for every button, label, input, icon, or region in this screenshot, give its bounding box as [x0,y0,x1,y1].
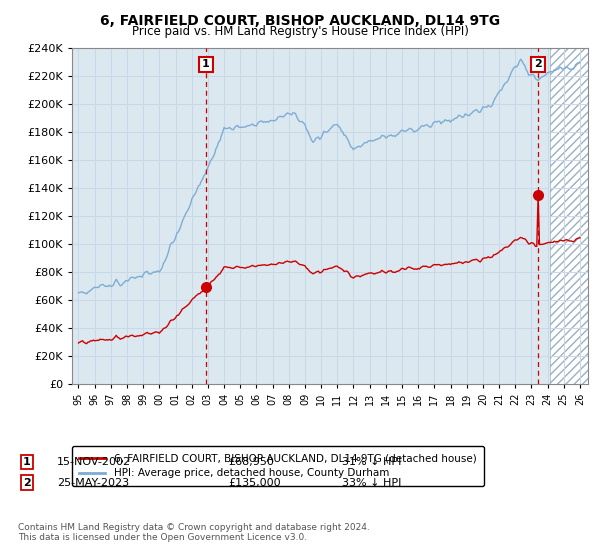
Text: 31% ↓ HPI: 31% ↓ HPI [342,457,401,467]
Text: 1: 1 [23,457,31,467]
Legend: 6, FAIRFIELD COURT, BISHOP AUCKLAND, DL14 9TG (detached house), HPI: Average pri: 6, FAIRFIELD COURT, BISHOP AUCKLAND, DL1… [72,446,484,486]
Text: This data is licensed under the Open Government Licence v3.0.: This data is licensed under the Open Gov… [18,533,307,542]
Text: £68,950: £68,950 [228,457,274,467]
Text: 15-NOV-2002: 15-NOV-2002 [57,457,131,467]
Text: 25-MAY-2023: 25-MAY-2023 [57,478,129,488]
Text: 2: 2 [534,59,542,69]
Text: 1: 1 [202,59,210,69]
Bar [550,48,593,384]
Text: Contains HM Land Registry data © Crown copyright and database right 2024.: Contains HM Land Registry data © Crown c… [18,523,370,532]
Text: 33% ↓ HPI: 33% ↓ HPI [342,478,401,488]
Text: 2: 2 [23,478,31,488]
Text: 6, FAIRFIELD COURT, BISHOP AUCKLAND, DL14 9TG: 6, FAIRFIELD COURT, BISHOP AUCKLAND, DL1… [100,14,500,28]
Bar [550,48,593,384]
Text: £135,000: £135,000 [228,478,281,488]
Text: Price paid vs. HM Land Registry's House Price Index (HPI): Price paid vs. HM Land Registry's House … [131,25,469,38]
